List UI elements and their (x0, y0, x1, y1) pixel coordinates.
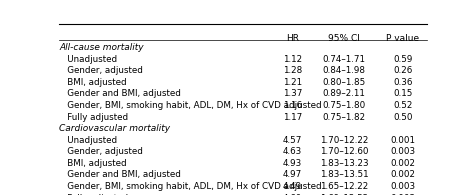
Text: 0.74–1.71: 0.74–1.71 (322, 55, 365, 64)
Text: 0.75–1.82: 0.75–1.82 (322, 113, 365, 122)
Text: HR: HR (286, 34, 299, 43)
Text: Unadjusted: Unadjusted (59, 136, 118, 145)
Text: 4.60: 4.60 (283, 193, 302, 195)
Text: 1.70–12.60: 1.70–12.60 (319, 147, 368, 156)
Text: 0.001: 0.001 (390, 136, 415, 145)
Text: 0.75–1.80: 0.75–1.80 (322, 101, 365, 110)
Text: 1.37: 1.37 (283, 90, 302, 98)
Text: 0.002: 0.002 (390, 170, 415, 179)
Text: 0.59: 0.59 (393, 55, 412, 64)
Text: 0.003: 0.003 (390, 147, 415, 156)
Text: BMI, adjusted: BMI, adjusted (59, 78, 127, 87)
Text: 1.17: 1.17 (283, 113, 302, 122)
Text: Gender, adjusted: Gender, adjusted (59, 66, 143, 75)
Text: 1.65–12.22: 1.65–12.22 (320, 182, 368, 191)
Text: 0.36: 0.36 (393, 78, 412, 87)
Text: All-cause mortality: All-cause mortality (59, 43, 144, 52)
Text: Gender, BMI, smoking habit, ADL, DM, Hx of CVD adjusted: Gender, BMI, smoking habit, ADL, DM, Hx … (59, 182, 322, 191)
Text: 4.63: 4.63 (283, 147, 302, 156)
Text: Gender and BMI, adjusted: Gender and BMI, adjusted (59, 170, 181, 179)
Text: Gender and BMI, adjusted: Gender and BMI, adjusted (59, 90, 181, 98)
Text: Gender, BMI, smoking habit, ADL, DM, Hx of CVD adjusted: Gender, BMI, smoking habit, ADL, DM, Hx … (59, 101, 322, 110)
Text: 0.003: 0.003 (390, 182, 415, 191)
Text: 1.12: 1.12 (283, 55, 302, 64)
Text: 1.83–13.23: 1.83–13.23 (319, 159, 368, 168)
Text: Gender, adjusted: Gender, adjusted (59, 147, 143, 156)
Text: 4.57: 4.57 (283, 136, 302, 145)
Text: 0.26: 0.26 (393, 66, 412, 75)
Text: 4.97: 4.97 (283, 170, 302, 179)
Text: P value: P value (386, 34, 419, 43)
Text: Cardiovascular mortality: Cardiovascular mortality (59, 124, 170, 133)
Text: 1.21: 1.21 (283, 78, 302, 87)
Text: 0.89–2.11: 0.89–2.11 (322, 90, 365, 98)
Text: 1.70–12.22: 1.70–12.22 (320, 136, 368, 145)
Text: 1.69–12.52: 1.69–12.52 (320, 193, 368, 195)
Text: 95% CI: 95% CI (328, 34, 360, 43)
Text: 0.15: 0.15 (393, 90, 412, 98)
Text: Fully adjusted: Fully adjusted (59, 193, 128, 195)
Text: 0.003: 0.003 (390, 193, 415, 195)
Text: 0.50: 0.50 (393, 113, 412, 122)
Text: 0.80–1.85: 0.80–1.85 (322, 78, 365, 87)
Text: Fully adjusted: Fully adjusted (59, 113, 128, 122)
Text: 1.16: 1.16 (283, 101, 302, 110)
Text: 4.49: 4.49 (283, 182, 302, 191)
Text: 0.84–1.98: 0.84–1.98 (322, 66, 365, 75)
Text: BMI, adjusted: BMI, adjusted (59, 159, 127, 168)
Text: 1.28: 1.28 (283, 66, 302, 75)
Text: 0.002: 0.002 (390, 159, 415, 168)
Text: 1.83–13.51: 1.83–13.51 (319, 170, 368, 179)
Text: 0.52: 0.52 (393, 101, 412, 110)
Text: Unadjusted: Unadjusted (59, 55, 118, 64)
Text: 4.93: 4.93 (283, 159, 302, 168)
